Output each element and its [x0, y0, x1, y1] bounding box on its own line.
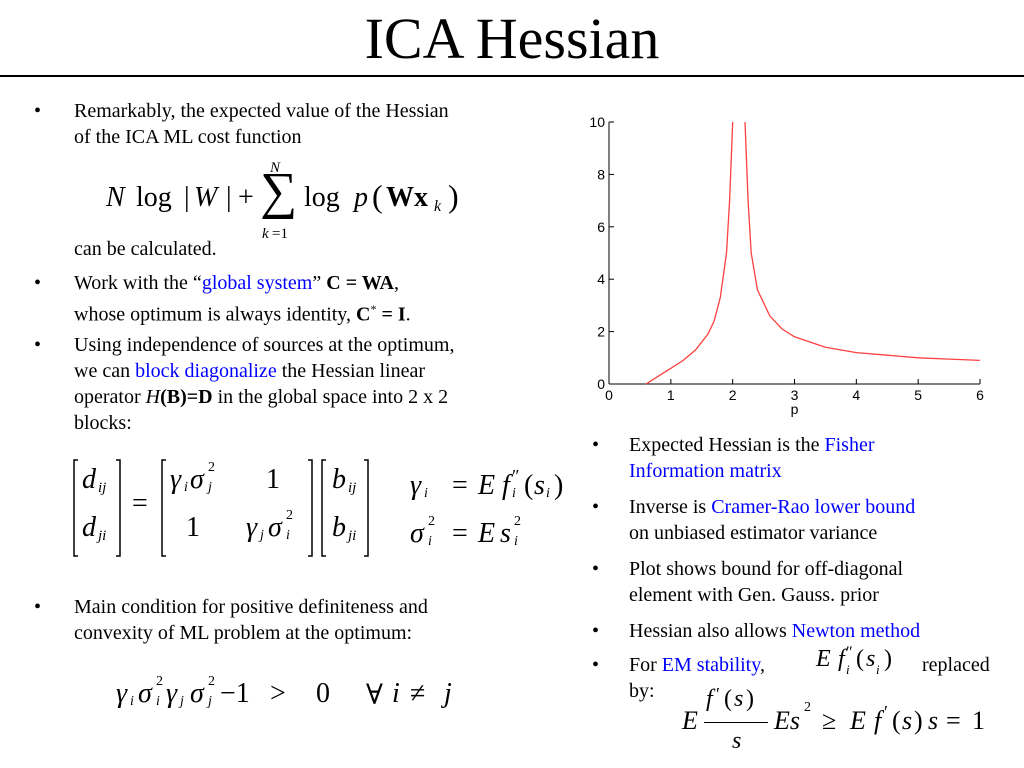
slide-title: ICA Hessian: [364, 6, 660, 71]
operator-bd: (B)=D: [160, 386, 213, 408]
y-tick-label: 10: [589, 114, 605, 130]
y-tick-label: 2: [597, 324, 605, 340]
bullet-text: Remarkably, the expected value of the He…: [74, 100, 449, 122]
x-tick-label: 4: [852, 387, 860, 403]
x-tick-label: 3: [791, 387, 799, 403]
text-fragment: by:: [629, 680, 655, 702]
em-stability-link[interactable]: EM stability: [661, 654, 760, 676]
em-inline-formula: E f ″ i (s i): [816, 644, 892, 677]
series-line: [645, 121, 734, 385]
bullet-positive-definiteness: • Main condition for positive definitene…: [34, 594, 574, 646]
block-diagonalize-link[interactable]: block diagonalize: [135, 360, 277, 382]
title-rule: [0, 75, 1024, 77]
text-fragment: on unbiased estimator variance: [629, 522, 878, 544]
text-fragment: Hessian also allows: [629, 620, 792, 642]
y-tick-label: 4: [597, 271, 605, 287]
bullet-dot: •: [592, 558, 600, 580]
text-fragment: in the global space into 2 x 2: [212, 386, 449, 408]
text-fragment: operator: [74, 386, 146, 408]
bullet-dot: •: [34, 100, 42, 122]
cramer-rao-link[interactable]: Cramer-Rao lower bound: [711, 496, 916, 518]
x-tick-label: 5: [914, 387, 922, 403]
em-stability-formula: E f ′ (s) s Es 2 ≥ E f ′ (s) s = 1: [682, 684, 985, 754]
text-fragment: we can: [74, 360, 136, 382]
bullet-fisher: • Expected Hessian is the Fisher Informa…: [592, 432, 1012, 484]
equation-identity: = I: [376, 303, 406, 326]
bullet-text: of the ICA ML cost function: [74, 126, 302, 148]
x-tick-label: 0: [605, 387, 613, 403]
y-tick-label: 0: [597, 376, 605, 392]
bullet-newton: • Hessian also allows Newton method: [592, 618, 1012, 644]
text-fragment: For: [629, 654, 662, 676]
text-fragment: ”: [312, 272, 327, 294]
x-tick-label: 1: [667, 387, 675, 403]
bullet-continuation: can be calculated.: [74, 236, 474, 262]
series-line: [744, 121, 981, 362]
bullet-dot: •: [592, 496, 600, 518]
cost-function-formula: N log | W | + N ∑ k =1 log p ( Wx k ): [106, 160, 459, 242]
bullet-cramer-rao: • Inverse is Cramer-Rao lower bound on u…: [592, 494, 1012, 546]
cramer-rao-plot: 0 1 2 3 4 5 6 0 2 4 6 8 10 p: [589, 114, 984, 417]
information-matrix-link[interactable]: Information matrix: [629, 460, 782, 482]
x-axis-label: p: [791, 401, 799, 417]
matrix-brackets: [73, 459, 369, 557]
text-fragment: whose optimum is always identity,: [74, 303, 357, 326]
bullet-text: can be calculated.: [74, 238, 217, 260]
text-fragment: ,: [759, 654, 765, 676]
bullet-dot: •: [34, 334, 42, 356]
bullet-dot: •: [34, 272, 42, 294]
y-tick-label: 8: [597, 166, 605, 182]
bullet-text: convexity of ML problem at the optimum:: [74, 622, 413, 644]
y-tick-label: 6: [597, 219, 605, 235]
x-tick-label: 2: [729, 387, 737, 403]
bullet-text: Using independence of sources at the opt…: [74, 334, 455, 356]
bullet-text: Main condition for positive definiteness…: [74, 596, 428, 618]
bullet-dot: •: [592, 620, 600, 642]
global-system-link[interactable]: global system: [201, 272, 313, 294]
bullet-plot-shows: • Plot shows bound for off-diagonal elem…: [592, 556, 1012, 608]
text-fragment: Work with the “: [74, 272, 202, 294]
bullet-block-diagonalize: • Using independence of sources at the o…: [34, 332, 584, 436]
text-fragment: blocks:: [74, 412, 132, 434]
equation-c-wa: C = WA: [326, 272, 394, 294]
fisher-link[interactable]: Fisher: [824, 434, 875, 456]
bullet-global-system: • Work with the “global system” C = WA, …: [34, 272, 411, 326]
operator-h: H: [145, 386, 161, 408]
bullet-em-stability: • For EM stability, replaced by:: [592, 652, 1012, 702]
bullet-dot: •: [592, 654, 600, 676]
bullet-text: element with Gen. Gauss. prior: [629, 584, 879, 606]
x-tick-label: 6: [976, 387, 984, 403]
text-fragment: Expected Hessian is the: [629, 434, 825, 456]
text-fragment: the Hessian linear: [276, 360, 425, 382]
bullet-hessian-expected: • Remarkably, the expected value of the …: [34, 98, 574, 150]
text-fragment: Inverse is: [629, 496, 712, 518]
bullet-dot: •: [34, 596, 42, 618]
bullet-dot: •: [592, 434, 600, 456]
newton-method-link[interactable]: Newton method: [791, 620, 921, 642]
text-fragment: replaced: [922, 654, 990, 676]
equation-c-star: C: [356, 303, 371, 326]
star-superscript: *: [370, 302, 377, 316]
bullet-text: Plot shows bound for off-diagonal: [629, 558, 904, 580]
